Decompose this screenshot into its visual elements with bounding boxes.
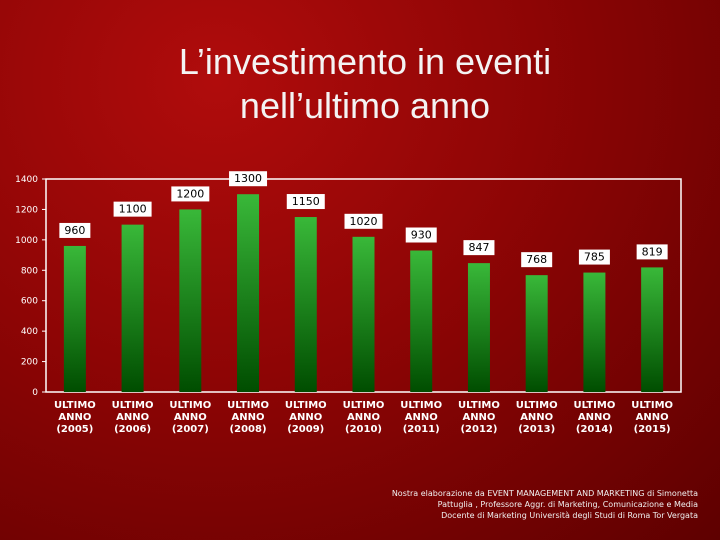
y-tick-label: 1400 xyxy=(15,175,38,185)
x-tick-label: (2015) xyxy=(634,424,671,435)
bar xyxy=(641,267,664,392)
x-tick-label: ANNO xyxy=(174,412,207,423)
x-tick-label: (2007) xyxy=(172,424,209,435)
data-label-box xyxy=(578,249,610,265)
bar xyxy=(410,250,433,392)
bar xyxy=(294,217,317,392)
data-label: 1150 xyxy=(292,195,320,208)
data-label: 960 xyxy=(64,224,85,237)
data-label: 930 xyxy=(411,229,432,242)
x-tick-label: (2008) xyxy=(230,424,267,435)
x-tick-label: ULTIMO xyxy=(112,400,154,411)
x-tick-label: (2013) xyxy=(518,424,555,435)
x-tick-label: ANNO xyxy=(289,412,322,423)
x-tick-label: ULTIMO xyxy=(458,400,500,411)
data-label-box xyxy=(521,252,553,268)
data-label: 1100 xyxy=(119,203,147,216)
data-label-box xyxy=(171,186,210,202)
x-tick-label: (2014) xyxy=(576,424,613,435)
bar xyxy=(352,236,375,392)
slide-title: L’investimento in eventi nell’ultimo ann… xyxy=(100,40,630,128)
bar xyxy=(121,224,144,392)
bar xyxy=(467,263,490,392)
data-label: 1020 xyxy=(350,215,378,228)
bar xyxy=(583,272,606,392)
data-label: 768 xyxy=(526,253,547,266)
y-tick-label: 600 xyxy=(21,297,38,307)
x-tick-label: ANNO xyxy=(405,412,438,423)
bar xyxy=(63,245,86,392)
x-tick-label: ANNO xyxy=(462,412,495,423)
x-tick-label: ANNO xyxy=(232,412,265,423)
x-tick-label: ANNO xyxy=(636,412,669,423)
data-label-box xyxy=(113,201,152,217)
x-tick-label: ULTIMO xyxy=(516,400,558,411)
x-tick-label: (2011) xyxy=(403,424,440,435)
data-label-box xyxy=(344,213,383,229)
source-note-line-3: Docente di Marketing Università degli St… xyxy=(441,511,698,520)
x-tick-label: ANNO xyxy=(578,412,611,423)
bar xyxy=(525,275,548,392)
data-label-box xyxy=(463,240,495,256)
x-tick-label: (2010) xyxy=(345,424,382,435)
x-tick-label: ANNO xyxy=(520,412,553,423)
source-note-line-1: Nostra elaborazione da EVENT MANAGEMENT … xyxy=(391,489,698,498)
data-label: 847 xyxy=(468,241,489,254)
x-tick-label: (2012) xyxy=(460,424,497,435)
title-line-2: nell’ultimo anno xyxy=(239,85,491,126)
data-label-box xyxy=(405,227,437,243)
x-tick-label: ULTIMO xyxy=(343,400,385,411)
data-label-box xyxy=(286,194,325,210)
y-tick-label: 0 xyxy=(32,388,38,398)
x-tick-label: (2006) xyxy=(114,424,151,435)
data-label: 1200 xyxy=(176,187,204,200)
x-tick-label: ULTIMO xyxy=(573,400,615,411)
data-label: 1300 xyxy=(234,172,262,185)
y-tick-label: 200 xyxy=(21,358,38,368)
x-tick-label: ANNO xyxy=(347,412,380,423)
x-tick-label: (2005) xyxy=(56,424,93,435)
x-tick-label: (2009) xyxy=(287,424,324,435)
data-label-box xyxy=(229,171,268,187)
data-label: 819 xyxy=(642,245,663,258)
source-note: Nostra elaborazione da EVENT MANAGEMENT … xyxy=(318,488,698,521)
x-tick-label: ULTIMO xyxy=(400,400,442,411)
y-tick-label: 800 xyxy=(21,266,38,276)
data-label-box xyxy=(59,222,91,238)
x-tick-label: ULTIMO xyxy=(227,400,269,411)
data-label-box xyxy=(636,244,668,260)
bar xyxy=(179,209,202,392)
y-tick-label: 1000 xyxy=(15,236,38,246)
bar xyxy=(237,194,260,392)
bar-chart: 0200400600800100012001400960ULTIMOANNO(2… xyxy=(15,171,673,435)
title-line-1: L’investimento in eventi xyxy=(178,41,552,82)
source-note-line-2: Pattuglia , Professore Aggr. di Marketin… xyxy=(437,500,698,509)
x-tick-label: ULTIMO xyxy=(285,400,327,411)
data-label: 785 xyxy=(584,251,605,264)
y-tick-label: 1200 xyxy=(15,205,38,215)
y-tick-label: 400 xyxy=(21,327,38,337)
x-tick-label: ANNO xyxy=(58,412,91,423)
x-tick-label: ULTIMO xyxy=(54,400,96,411)
x-tick-label: ULTIMO xyxy=(631,400,673,411)
x-tick-label: ULTIMO xyxy=(169,400,211,411)
x-tick-label: ANNO xyxy=(116,412,149,423)
